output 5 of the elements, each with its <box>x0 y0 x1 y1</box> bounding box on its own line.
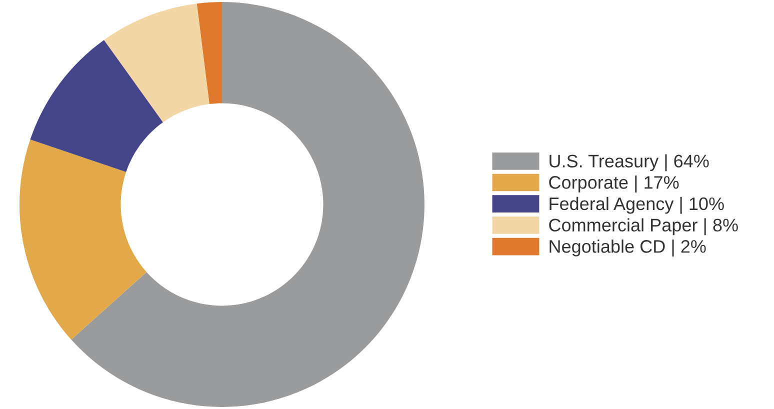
legend-label: Federal Agency | 10% <box>550 196 724 214</box>
legend-label: Corporate | 17% <box>549 176 679 192</box>
legend-label: Commercial Paper | 8% <box>549 218 738 236</box>
legend-label: U.S. Treasury | 64% <box>550 154 709 172</box>
legend-label: Negotiable CD | 2% <box>550 240 706 256</box>
